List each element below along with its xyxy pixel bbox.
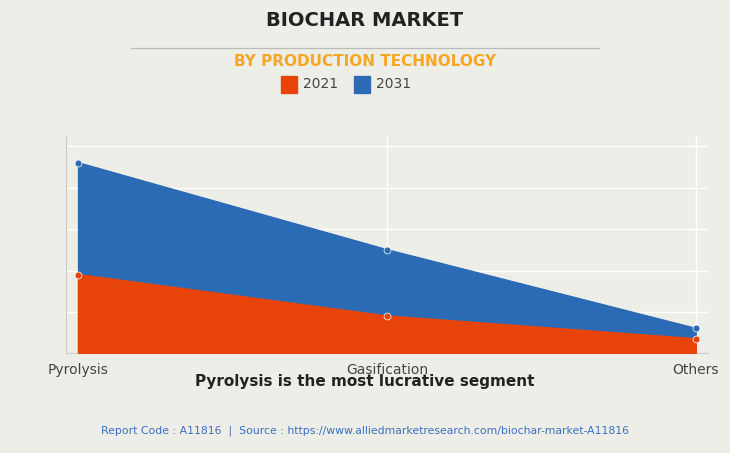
Text: BY PRODUCTION TECHNOLOGY: BY PRODUCTION TECHNOLOGY	[234, 54, 496, 69]
Text: 2021: 2021	[303, 77, 338, 91]
Text: Pyrolysis is the most lucrative segment: Pyrolysis is the most lucrative segment	[195, 374, 535, 389]
Text: BIOCHAR MARKET: BIOCHAR MARKET	[266, 11, 464, 30]
Text: Report Code : A11816  |  Source : https://www.alliedmarketresearch.com/biochar-m: Report Code : A11816 | Source : https://…	[101, 426, 629, 436]
Text: 2031: 2031	[376, 77, 411, 91]
